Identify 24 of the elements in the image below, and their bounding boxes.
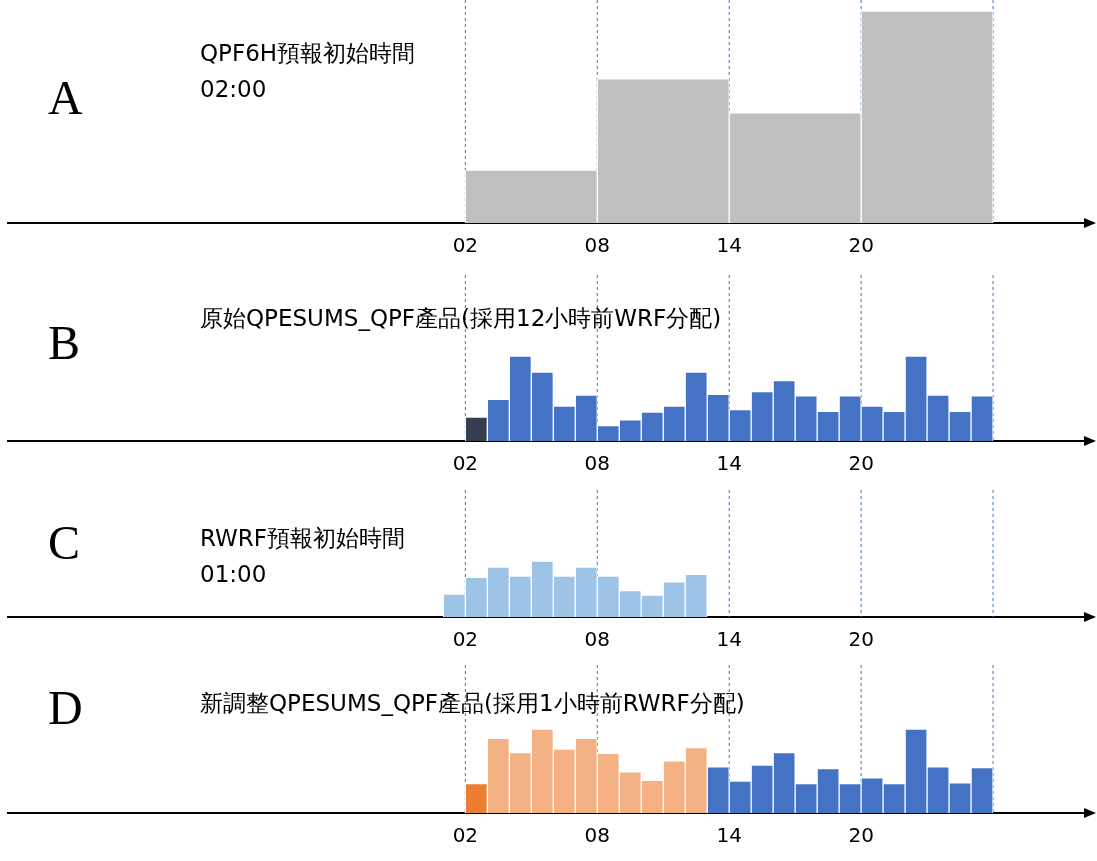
chart-subtitle: 原始QPESUMS_QPF產品(採用12小時前WRF分配) — [200, 304, 722, 333]
x-tick-label: 02 — [452, 451, 479, 476]
x-tick-label: 20 — [848, 823, 874, 848]
x-tick-label: 02 — [452, 627, 479, 652]
x-tick-label: 02 — [452, 823, 479, 848]
chart-title: B — [48, 315, 81, 371]
text: A — [48, 70, 83, 126]
chart-title: C — [48, 515, 81, 571]
chart-subtitle: 新調整QPESUMS_QPF產品(採用1小時前RWRF分配) — [200, 689, 745, 718]
chart-subtitle: RWRF預報初始時間 01:00 — [200, 524, 406, 589]
x-tick-label: 20 — [848, 627, 874, 652]
x-tick-label: 08 — [584, 451, 610, 476]
x-tick-label: 08 — [584, 627, 610, 652]
x-tick-label: 20 — [848, 451, 874, 476]
x-tick-label: 20 — [848, 233, 874, 258]
text: QPF6H預報初始時間 02:00 — [200, 39, 416, 104]
chart-title: D — [48, 680, 83, 736]
x-tick-label: 08 — [584, 233, 610, 258]
x-tick-label: 08 — [584, 823, 610, 848]
x-tick-label: 14 — [716, 451, 742, 476]
x-tick-label: 14 — [716, 233, 742, 258]
x-tick-label: 14 — [716, 823, 742, 848]
x-tick-label: 14 — [716, 627, 742, 652]
x-tick-label: 02 — [452, 233, 479, 258]
